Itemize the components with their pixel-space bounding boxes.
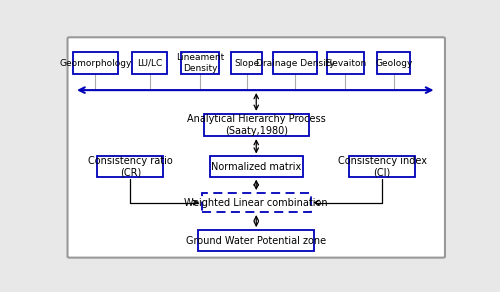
FancyBboxPatch shape [73, 53, 118, 74]
FancyBboxPatch shape [210, 157, 303, 177]
Text: Geology: Geology [375, 59, 412, 68]
FancyBboxPatch shape [198, 230, 314, 251]
FancyBboxPatch shape [204, 114, 308, 136]
Text: Consistency ratio
(CR): Consistency ratio (CR) [88, 156, 172, 177]
Text: Consistency index
(CI): Consistency index (CI) [338, 156, 426, 177]
Text: Lineament
Density: Lineament Density [176, 53, 224, 73]
Text: Ground Water Potential zone: Ground Water Potential zone [186, 236, 326, 246]
FancyBboxPatch shape [327, 53, 364, 74]
FancyBboxPatch shape [180, 53, 220, 74]
Text: LU/LC: LU/LC [137, 59, 162, 68]
Text: Drainage Density: Drainage Density [256, 59, 334, 68]
Text: Weighted Linear combination: Weighted Linear combination [184, 198, 328, 208]
FancyBboxPatch shape [132, 53, 167, 74]
Text: Normalized matrix: Normalized matrix [211, 161, 302, 172]
Text: Elevaiton: Elevaiton [324, 59, 366, 68]
FancyBboxPatch shape [272, 53, 318, 74]
Text: Analytical Hierarchy Process
(Saaty,1980): Analytical Hierarchy Process (Saaty,1980… [187, 114, 326, 136]
FancyBboxPatch shape [98, 157, 163, 177]
Text: Geomorphology: Geomorphology [60, 59, 132, 68]
FancyBboxPatch shape [202, 193, 310, 212]
FancyBboxPatch shape [231, 53, 262, 74]
FancyBboxPatch shape [378, 53, 410, 74]
Text: Slope: Slope [234, 59, 259, 68]
FancyBboxPatch shape [349, 157, 415, 177]
FancyBboxPatch shape [68, 37, 445, 258]
